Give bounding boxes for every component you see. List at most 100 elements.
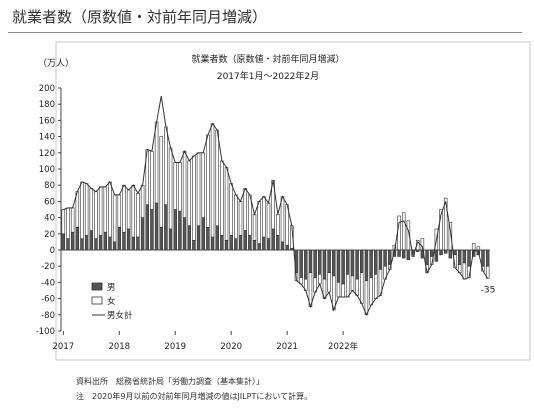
x-tick-label: 2018 (108, 342, 130, 352)
legend-label-total: 男女計 (107, 310, 133, 321)
bar-male (383, 249, 387, 267)
bar-female (154, 121, 159, 204)
bar-male (257, 243, 261, 251)
x-tick-label: 2021 (276, 342, 298, 352)
bar-male (210, 236, 215, 251)
bar-male (429, 249, 434, 257)
bar-male (401, 249, 406, 259)
bar-male (387, 249, 392, 265)
bar-male (336, 249, 341, 283)
y-tick-label: 60 (44, 197, 55, 207)
bar-male (467, 249, 471, 267)
bar-male (159, 227, 163, 251)
bar-female (215, 129, 219, 226)
y-tick-label: -20 (41, 262, 55, 272)
bar-male (276, 235, 280, 251)
bar-female (112, 194, 117, 243)
bar-female (360, 272, 364, 304)
bar-female (89, 188, 94, 231)
bar-male (243, 230, 247, 251)
bar-male (122, 231, 126, 251)
y-tick-label: 80 (44, 181, 55, 191)
bar-female (150, 150, 154, 210)
bar-male (248, 235, 252, 251)
bar-male (224, 239, 229, 251)
bar-male (136, 236, 140, 251)
legend-swatch-male (91, 282, 103, 291)
bar-female (98, 186, 103, 236)
bar-male (434, 249, 439, 262)
bar-female (108, 181, 112, 238)
y-tick-label: 20 (44, 230, 55, 240)
bar-male (332, 249, 336, 277)
bar-male (397, 249, 401, 257)
bar-female (196, 152, 201, 227)
bar-male (318, 249, 322, 275)
bar-male (234, 238, 238, 251)
bar-female (210, 123, 215, 238)
bar-female (182, 150, 187, 218)
bar-male (164, 204, 168, 251)
bar-female (192, 155, 196, 241)
bar-male (425, 249, 429, 265)
bar-male (327, 249, 331, 273)
bar-male (126, 228, 131, 251)
bar-male (364, 249, 369, 282)
bar-female (276, 214, 280, 236)
bar-male (103, 231, 108, 251)
bar-female (122, 184, 126, 233)
bar-male (168, 228, 173, 251)
bar-male (220, 235, 224, 251)
data-label-last: -35 (481, 285, 496, 295)
title-divider (8, 32, 522, 33)
bar-female (220, 160, 224, 236)
bar-male (439, 249, 443, 256)
bar-male (262, 236, 266, 251)
bar-male (252, 239, 257, 251)
bar-male (299, 249, 303, 278)
bar-female (341, 283, 345, 298)
y-tick-label: 180 (39, 100, 55, 110)
bar-female (397, 215, 401, 251)
y-tick-label: 0 (50, 246, 55, 256)
bar-male (378, 249, 383, 270)
bar-male (453, 249, 457, 256)
y-tick-label: 200 (39, 84, 55, 94)
bar-male (75, 227, 80, 251)
bar-male (462, 249, 467, 264)
bar-male (98, 235, 103, 251)
y-tick-label: 140 (39, 133, 55, 143)
bar-male (271, 228, 275, 251)
bar-male (84, 235, 89, 251)
bar-female (346, 273, 350, 298)
bar-female (173, 162, 177, 210)
bar-male (355, 249, 359, 280)
bar-female (140, 184, 145, 218)
bar-male (117, 227, 122, 251)
bar-female (224, 167, 229, 241)
bar-female (126, 189, 131, 230)
bar-female (243, 188, 247, 231)
y-axis-unit-label: （万人） (38, 58, 74, 69)
legend: 男 女 男女計 (91, 282, 133, 321)
bar-male (406, 249, 411, 261)
bar-male (80, 238, 84, 251)
bar-male (322, 249, 327, 280)
y-tick-label: 100 (39, 165, 55, 175)
bar-male (346, 249, 350, 275)
bar-male (112, 241, 117, 251)
bar-male (266, 238, 271, 251)
y-axis: 200180160140120100806040200-20-40-60-80-… (36, 84, 62, 337)
bar-female (364, 280, 369, 316)
x-tick-label: 2017 (53, 342, 75, 352)
bar-male (457, 249, 462, 265)
bar-female (178, 162, 182, 212)
bar-female (159, 136, 163, 228)
bar-female (280, 196, 285, 243)
bar-male (66, 238, 70, 251)
bar-male (448, 249, 453, 259)
bar-female (70, 207, 75, 233)
chart-title: 就業者数（原数値・対前年同月増減） (191, 53, 344, 65)
bar-female (238, 201, 243, 236)
